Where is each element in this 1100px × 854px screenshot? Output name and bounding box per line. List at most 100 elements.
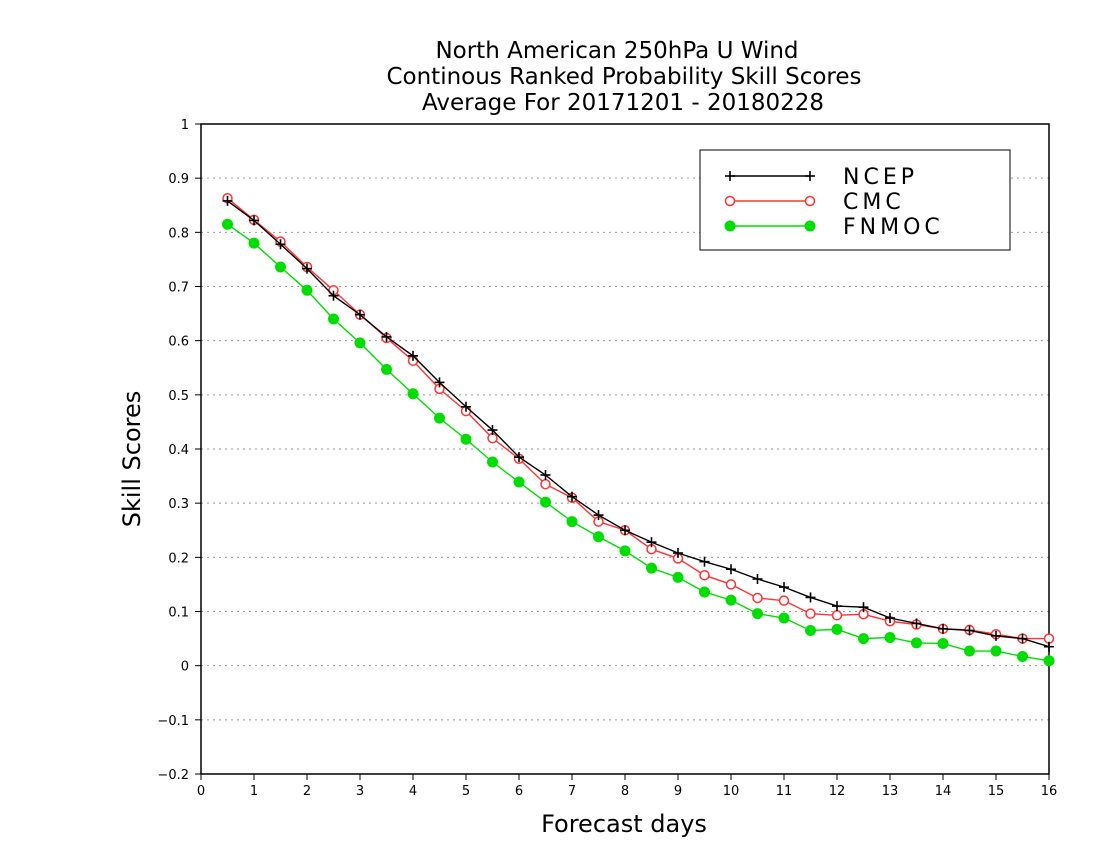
legend-marker-start-ncep	[725, 171, 735, 181]
x-tick-label-3: 3	[356, 784, 364, 799]
point-fnmoc-24	[858, 633, 869, 645]
legend-item-fnmoc: FNMOC	[724, 215, 944, 240]
point-ncep-7	[408, 350, 418, 361]
point-fnmoc-22	[805, 624, 816, 636]
point-fnmoc-9	[460, 433, 472, 445]
point-ncep-20	[752, 574, 763, 584]
x-tick-label-2: 2	[303, 784, 311, 799]
point-cmc-12	[540, 478, 551, 490]
point-ncep-9	[461, 401, 471, 412]
x-tick-label-10: 10	[723, 784, 740, 799]
point-fnmoc-6	[381, 363, 392, 375]
point-fnmoc-5	[354, 337, 366, 349]
x-tick-label-7: 7	[568, 784, 576, 799]
x-tick-label-16: 16	[1041, 784, 1058, 799]
legend-label-cmc: CMC	[843, 190, 905, 215]
point-fnmoc-14	[593, 531, 604, 543]
legend-box	[699, 149, 1011, 251]
y-tick-label-7: 0.5	[168, 389, 189, 404]
x-tick-label-15: 15	[988, 784, 1005, 799]
point-ncep-5	[355, 309, 365, 320]
point-fnmoc-26	[911, 637, 922, 649]
series-line-ncep	[227, 200, 1050, 648]
point-ncep-28	[964, 625, 975, 636]
point-ncep-31	[1044, 641, 1054, 652]
point-ncep-23	[832, 601, 842, 612]
point-fnmoc-28	[964, 645, 975, 657]
x-tick-label-6: 6	[515, 784, 523, 799]
y-tick-label-9: 0.7	[168, 281, 189, 296]
y-tick-label-6: 0.4	[168, 443, 189, 458]
series-ncep	[222, 195, 1054, 652]
point-fnmoc-4	[328, 313, 339, 325]
x-tick-label-1: 1	[250, 784, 258, 799]
grid-lines	[201, 177, 1049, 721]
series-fnmoc	[222, 218, 1055, 667]
y-tick-label-3: 0.1	[168, 606, 189, 621]
point-fnmoc-10	[487, 456, 498, 468]
point-fnmoc-15	[619, 545, 631, 557]
point-fnmoc-19	[725, 594, 737, 606]
point-cmc-23	[831, 610, 843, 621]
point-ncep-2	[275, 239, 286, 250]
point-ncep-0	[222, 195, 233, 206]
series-layer	[222, 192, 1055, 667]
point-fnmoc-20	[752, 608, 763, 620]
point-fnmoc-7	[407, 388, 419, 400]
x-tick-label-5: 5	[462, 784, 470, 799]
point-fnmoc-25	[884, 632, 896, 643]
point-fnmoc-16	[646, 562, 657, 574]
y-tick-label-10: 0.8	[168, 226, 189, 241]
point-ncep-25	[885, 613, 895, 623]
point-cmc-22	[805, 608, 816, 619]
point-ncep-22	[805, 592, 816, 603]
point-ncep-4	[328, 290, 339, 301]
legend-label-fnmoc: FNMOC	[843, 215, 944, 240]
point-fnmoc-29	[990, 645, 1002, 657]
x-tick-label-4: 4	[409, 784, 417, 799]
point-fnmoc-13	[566, 516, 578, 528]
axes: −0.2−0.100.10.20.30.40.50.60.70.80.910 1 2…	[157, 118, 1057, 799]
point-ncep-11	[514, 452, 524, 463]
series-line-cmc	[227, 197, 1049, 640]
x-tick-label-13: 13	[882, 784, 899, 799]
point-fnmoc-11	[513, 476, 525, 488]
point-fnmoc-8	[434, 412, 445, 424]
point-fnmoc-27	[937, 637, 949, 649]
point-fnmoc-12	[540, 496, 551, 508]
x-tick-label-0: 0	[197, 784, 205, 799]
legend-item-cmc: CMC	[724, 190, 905, 215]
point-fnmoc-2	[275, 261, 286, 273]
point-ncep-19	[726, 564, 736, 575]
point-cmc-21	[778, 595, 790, 606]
legend-marker-end-cmc	[804, 195, 816, 207]
y-axis-label: Skill Scores	[118, 391, 146, 528]
point-fnmoc-23	[831, 623, 843, 635]
point-fnmoc-0	[222, 218, 233, 230]
legend-marker-end-ncep	[805, 171, 815, 181]
x-tick-label-8: 8	[621, 784, 629, 799]
y-tick-label-0: −0.2	[157, 768, 189, 783]
point-ncep-14	[593, 510, 604, 521]
chart-title-line-3: Average For 20171201 - 20180228	[422, 90, 824, 116]
chart-title-line-2: Continous Ranked Probability Skill Score…	[386, 64, 861, 90]
legend-item-ncep: NCEP	[725, 165, 914, 190]
point-ncep-21	[779, 582, 789, 593]
y-tick-label-2: 0	[181, 660, 189, 675]
legend-marker-start-fnmoc	[724, 220, 736, 232]
series-cmc	[222, 192, 1055, 644]
point-fnmoc-17	[672, 571, 684, 583]
point-ncep-26	[911, 618, 922, 629]
point-fnmoc-18	[699, 586, 710, 598]
point-ncep-24	[858, 602, 869, 613]
point-ncep-27	[938, 623, 948, 634]
point-ncep-15	[620, 525, 630, 536]
point-ncep-18	[699, 556, 710, 567]
legend-marker-end-fnmoc	[804, 220, 816, 232]
y-tick-label-11: 0.9	[168, 172, 189, 187]
point-cmc-19	[725, 579, 737, 590]
point-fnmoc-21	[778, 612, 790, 624]
x-tick-label-12: 12	[829, 784, 846, 799]
